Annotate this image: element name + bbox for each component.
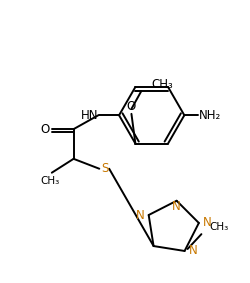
Text: HN: HN (80, 109, 98, 122)
Text: N: N (136, 209, 144, 222)
Text: N: N (202, 216, 211, 230)
Text: CH₃: CH₃ (150, 78, 172, 91)
Text: CH₃: CH₃ (208, 222, 228, 232)
Text: O: O (126, 100, 136, 113)
Text: NH₂: NH₂ (198, 109, 220, 122)
Text: O: O (40, 123, 49, 136)
Text: N: N (188, 245, 196, 258)
Text: N: N (172, 200, 180, 213)
Text: CH₃: CH₃ (40, 176, 59, 186)
Text: S: S (101, 162, 108, 175)
